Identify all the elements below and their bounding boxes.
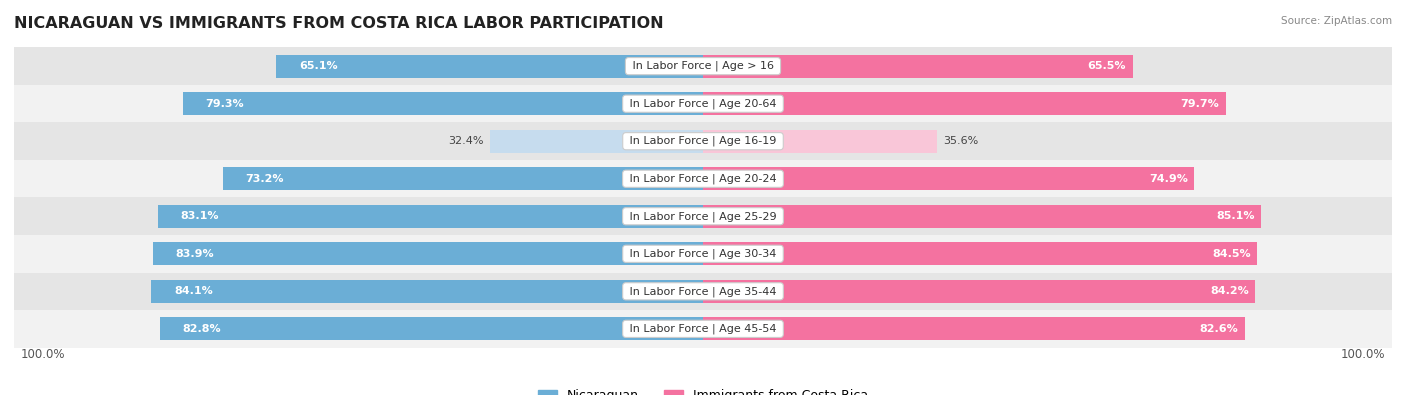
Bar — [703, 130, 936, 153]
Bar — [14, 47, 1392, 85]
Text: 83.9%: 83.9% — [176, 249, 214, 259]
Text: 84.2%: 84.2% — [1211, 286, 1249, 296]
Text: In Labor Force | Age 30-34: In Labor Force | Age 30-34 — [626, 248, 780, 259]
Bar — [703, 55, 1133, 78]
Legend: Nicaraguan, Immigrants from Costa Rica: Nicaraguan, Immigrants from Costa Rica — [533, 384, 873, 395]
Text: In Labor Force | Age 35-44: In Labor Force | Age 35-44 — [626, 286, 780, 297]
Text: 83.1%: 83.1% — [181, 211, 219, 221]
Bar — [14, 273, 1392, 310]
Bar — [14, 85, 1392, 122]
Text: 100.0%: 100.0% — [21, 348, 65, 361]
Text: In Labor Force | Age 20-64: In Labor Force | Age 20-64 — [626, 98, 780, 109]
Bar — [703, 242, 1257, 265]
Bar — [703, 280, 1256, 303]
Text: 100.0%: 100.0% — [1341, 348, 1385, 361]
Text: In Labor Force | Age 45-54: In Labor Force | Age 45-54 — [626, 324, 780, 334]
Bar — [160, 317, 703, 340]
Text: 79.3%: 79.3% — [205, 99, 245, 109]
Bar — [703, 92, 1226, 115]
Bar — [152, 280, 703, 303]
Bar — [14, 235, 1392, 273]
Text: In Labor Force | Age 25-29: In Labor Force | Age 25-29 — [626, 211, 780, 222]
Bar — [14, 160, 1392, 198]
Text: 85.1%: 85.1% — [1216, 211, 1254, 221]
Text: In Labor Force | Age 20-24: In Labor Force | Age 20-24 — [626, 173, 780, 184]
Text: 82.6%: 82.6% — [1199, 324, 1239, 334]
Bar — [703, 317, 1244, 340]
Text: 84.1%: 84.1% — [174, 286, 212, 296]
Text: NICARAGUAN VS IMMIGRANTS FROM COSTA RICA LABOR PARTICIPATION: NICARAGUAN VS IMMIGRANTS FROM COSTA RICA… — [14, 16, 664, 31]
Bar — [14, 198, 1392, 235]
Text: Source: ZipAtlas.com: Source: ZipAtlas.com — [1281, 16, 1392, 26]
Bar — [183, 92, 703, 115]
Text: 84.5%: 84.5% — [1212, 249, 1251, 259]
Bar — [703, 205, 1261, 228]
Text: 65.5%: 65.5% — [1088, 61, 1126, 71]
Bar — [703, 167, 1195, 190]
Text: 65.1%: 65.1% — [299, 61, 337, 71]
Text: 73.2%: 73.2% — [246, 174, 284, 184]
Bar — [222, 167, 703, 190]
Text: 79.7%: 79.7% — [1181, 99, 1219, 109]
Text: In Labor Force | Age 16-19: In Labor Force | Age 16-19 — [626, 136, 780, 147]
Bar — [157, 205, 703, 228]
Bar — [14, 310, 1392, 348]
Bar — [152, 242, 703, 265]
Text: 35.6%: 35.6% — [943, 136, 979, 146]
Bar — [276, 55, 703, 78]
Text: 82.8%: 82.8% — [183, 324, 221, 334]
Text: In Labor Force | Age > 16: In Labor Force | Age > 16 — [628, 61, 778, 71]
Text: 32.4%: 32.4% — [449, 136, 484, 146]
Bar — [491, 130, 703, 153]
Text: 74.9%: 74.9% — [1149, 174, 1188, 184]
Bar — [14, 122, 1392, 160]
